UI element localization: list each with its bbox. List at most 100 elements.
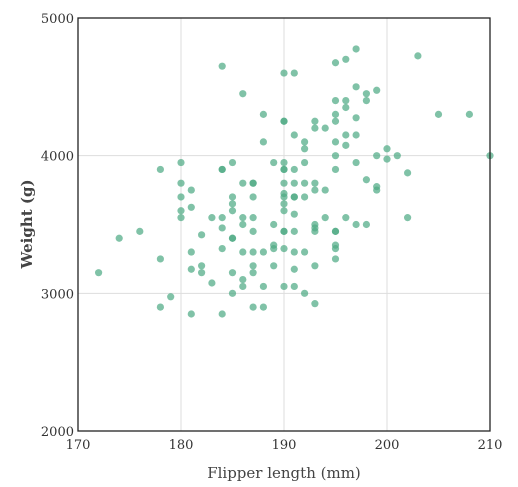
data-point (228, 193, 237, 201)
data-point (290, 210, 298, 218)
data-point (198, 231, 206, 239)
data-point (352, 220, 360, 229)
data-point (187, 248, 195, 256)
data-point (352, 131, 360, 139)
data-point (352, 114, 360, 122)
data-point (404, 214, 412, 222)
data-point (239, 282, 247, 291)
data-point (187, 310, 195, 318)
data-point (280, 227, 288, 235)
data-point (311, 179, 319, 187)
data-point (301, 138, 309, 146)
data-point (249, 248, 257, 256)
data-point (383, 145, 391, 153)
y-tick-labels: 2000 3000 4000 5000 (41, 12, 74, 440)
data-point (280, 282, 288, 291)
data-point (321, 186, 329, 194)
data-point (218, 214, 226, 222)
data-point (198, 269, 206, 277)
data-point (404, 169, 412, 177)
data-point (156, 303, 164, 311)
data-point (393, 152, 401, 160)
data-point (270, 244, 278, 253)
data-point (342, 55, 350, 63)
data-point (156, 165, 164, 174)
x-tick-label: 190 (272, 438, 297, 453)
data-point (311, 117, 319, 125)
data-point (311, 227, 319, 235)
data-point (259, 248, 267, 256)
data-point (249, 262, 257, 270)
data-point (290, 69, 298, 77)
x-tick-label: 210 (478, 438, 503, 453)
data-point (290, 265, 298, 273)
data-point (270, 220, 278, 229)
data-point (434, 110, 443, 118)
data-point (342, 214, 350, 222)
data-point (290, 282, 298, 291)
data-point (177, 193, 185, 201)
data-point (331, 97, 340, 105)
data-point (177, 179, 185, 187)
data-point (311, 124, 319, 132)
data-point (331, 165, 340, 174)
data-point (301, 193, 309, 201)
data-point (290, 248, 298, 256)
data-point (167, 293, 175, 301)
data-point (270, 262, 278, 270)
y-tick-label: 2000 (41, 425, 74, 440)
data-point (239, 179, 247, 187)
data-point (239, 248, 247, 256)
data-point (249, 214, 257, 222)
data-point (301, 179, 309, 187)
data-point (187, 186, 195, 194)
data-point (270, 158, 278, 167)
data-point (311, 262, 319, 270)
data-point (290, 165, 298, 174)
data-point (259, 303, 267, 311)
data-point (239, 90, 247, 98)
data-point (321, 214, 329, 222)
data-point (352, 45, 360, 53)
data-point (228, 207, 237, 215)
data-point (362, 90, 370, 98)
data-point (290, 179, 298, 187)
data-point (280, 207, 288, 215)
data-point (239, 275, 247, 284)
data-point (414, 52, 422, 60)
x-tick-label: 180 (169, 438, 194, 453)
data-point (218, 224, 226, 232)
x-tick-label: 170 (66, 438, 91, 453)
y-axis-label: Weight (g) (18, 179, 36, 269)
data-point (331, 138, 340, 146)
data-point (259, 282, 267, 291)
data-point (331, 110, 340, 118)
x-tick-label: 200 (375, 438, 400, 453)
data-points (95, 45, 494, 318)
data-point (280, 244, 288, 253)
data-point (352, 158, 360, 167)
data-point (331, 117, 340, 125)
data-point (259, 110, 267, 118)
data-point (352, 83, 360, 91)
data-point (362, 220, 370, 229)
data-point (280, 165, 288, 174)
data-point (290, 193, 298, 201)
data-point (218, 310, 226, 318)
data-point (115, 234, 123, 242)
data-point (218, 62, 226, 70)
data-point (177, 158, 185, 167)
data-point (342, 141, 350, 149)
data-point (290, 227, 298, 235)
data-point (301, 289, 309, 297)
y-tick-label: 4000 (41, 150, 74, 165)
data-point (228, 289, 237, 297)
data-point (177, 207, 185, 215)
data-point (290, 131, 298, 139)
data-point (228, 269, 237, 277)
data-point (331, 59, 340, 67)
data-point (228, 200, 237, 208)
data-point (373, 186, 381, 194)
data-point (331, 255, 340, 263)
